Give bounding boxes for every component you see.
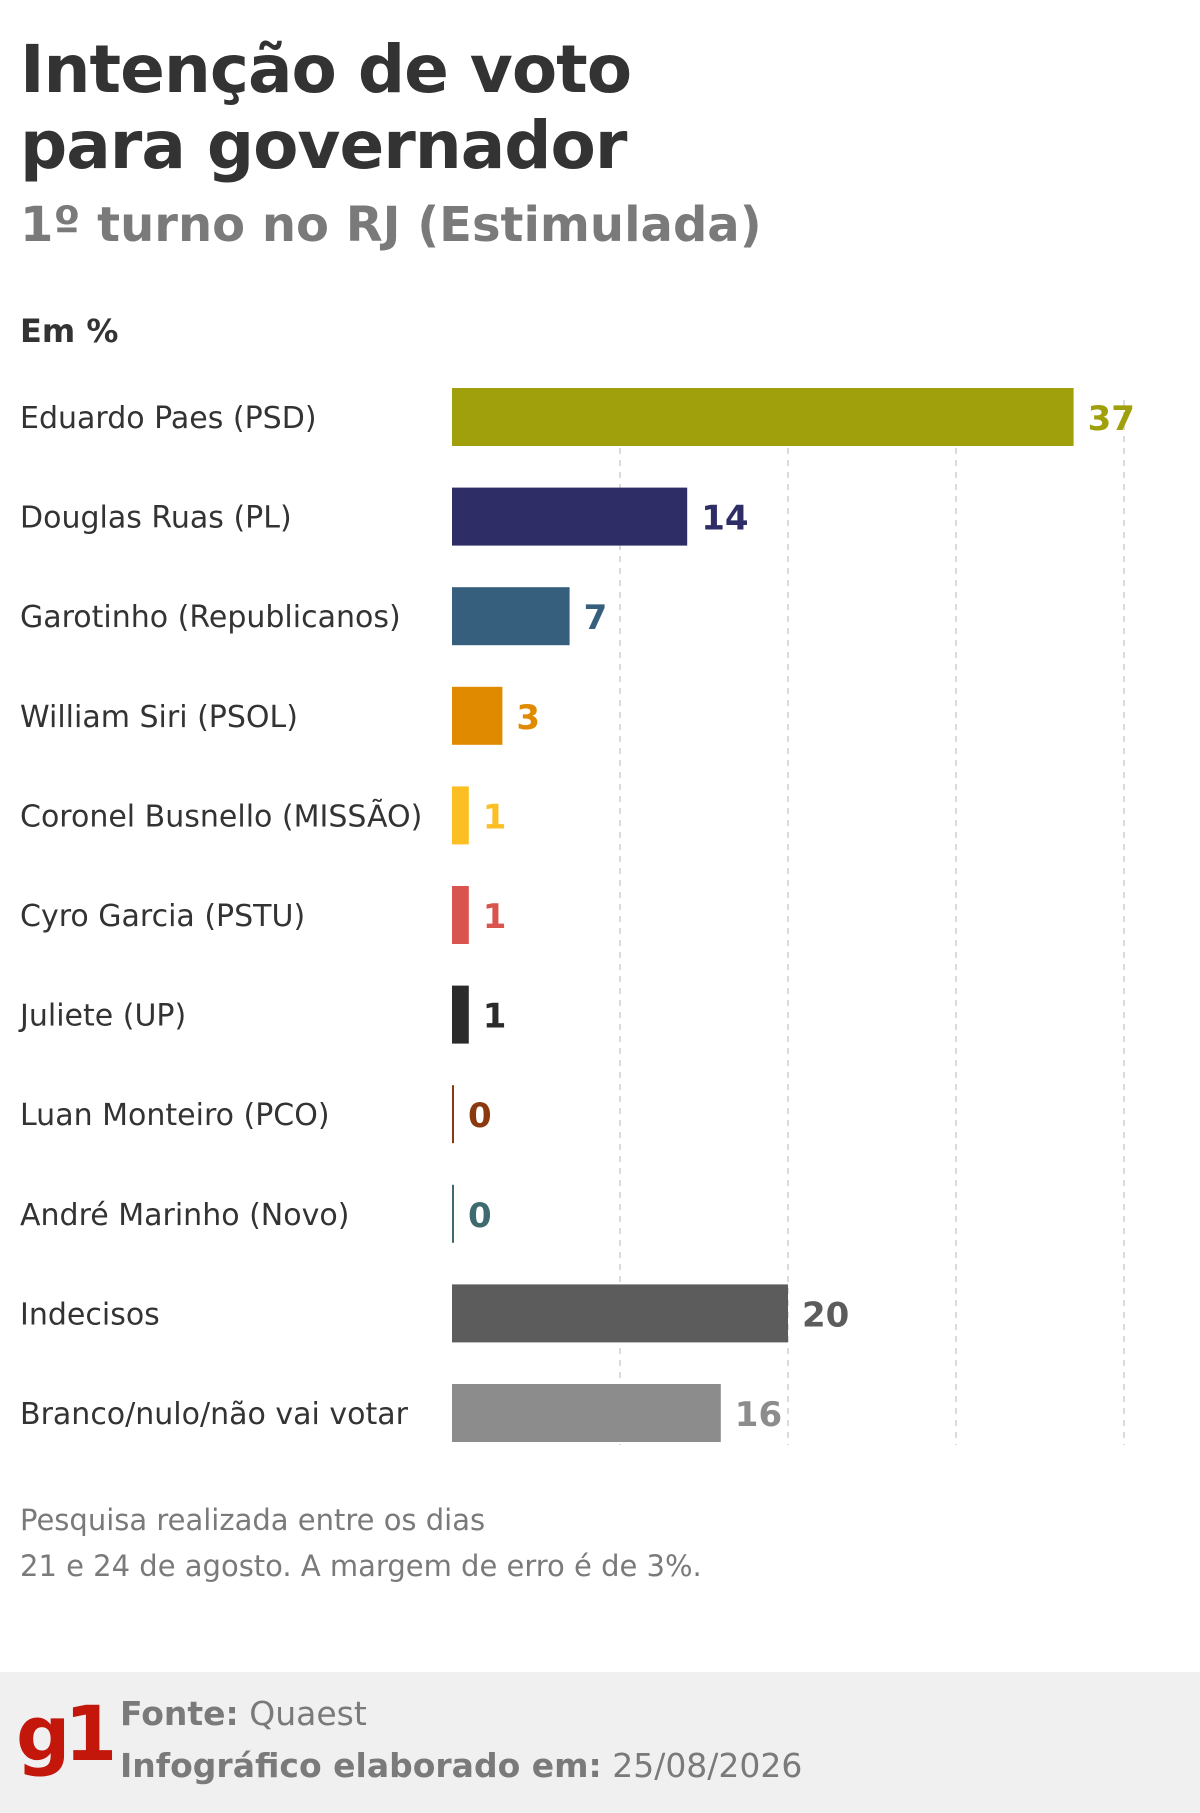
category-label: William Siri (PSOL) — [20, 700, 298, 735]
data-label: 20 — [802, 1295, 849, 1335]
date-line: Infográfico elaborado em: 25/08/2026 — [120, 1746, 802, 1785]
bar — [452, 487, 688, 546]
bar — [452, 786, 469, 845]
date-label: Infográfico elaborado em: — [120, 1746, 602, 1785]
bar — [452, 1085, 454, 1144]
g1-logo: g1 — [16, 1689, 117, 1778]
data-label: 37 — [1088, 399, 1135, 439]
bar — [452, 1284, 788, 1343]
bar — [452, 985, 469, 1044]
chart-title: Intenção de voto para governador — [20, 31, 632, 184]
data-label: 1 — [483, 797, 507, 837]
data-label: 0 — [468, 1196, 492, 1236]
category-label: Coronel Busnello (MISSÃO) — [20, 798, 422, 834]
data-label: 0 — [468, 1096, 492, 1136]
title-line-2: para governador — [20, 107, 627, 184]
category-label: Indecisos — [20, 1297, 160, 1332]
data-label: 7 — [584, 598, 608, 638]
category-label: Garotinho (Republicanos) — [20, 600, 401, 635]
chart-subtitle: 1º turno no RJ (Estimulada) — [20, 197, 762, 253]
data-label: 1 — [483, 897, 507, 937]
bar — [452, 587, 570, 646]
bar — [452, 686, 503, 745]
data-label: 1 — [483, 997, 507, 1037]
category-label: Douglas Ruas (PL) — [20, 501, 292, 536]
bar — [452, 388, 1074, 446]
category-label: Eduardo Paes (PSD) — [20, 401, 317, 436]
unit-label: Em % — [20, 312, 119, 350]
data-label: 16 — [735, 1395, 782, 1435]
bar — [452, 1384, 721, 1442]
category-label: André Marinho (Novo) — [20, 1198, 349, 1233]
data-label: 3 — [516, 698, 540, 738]
category-label: Branco/nulo/não vai votar — [20, 1397, 409, 1432]
footer: g1 Fonte: Quaest Infográfico elaborado e… — [0, 1672, 1200, 1813]
bar — [452, 1184, 454, 1243]
source-label: Fonte: — [120, 1694, 239, 1733]
category-label: Juliete (UP) — [18, 999, 186, 1034]
bar — [452, 886, 469, 944]
methodology-note: Pesquisa realizada entre os dias 21 e 24… — [20, 1497, 702, 1589]
note-line-2: 21 e 24 de agosto. A margem de erro é de… — [20, 1549, 702, 1583]
note-line-1: Pesquisa realizada entre os dias — [20, 1503, 486, 1537]
date-value: 25/08/2026 — [612, 1746, 803, 1785]
category-label: Cyro Garcia (PSTU) — [20, 899, 305, 934]
category-label: Luan Monteiro (PCO) — [20, 1098, 330, 1133]
data-label: 14 — [701, 499, 748, 539]
source-value: Quaest — [249, 1694, 367, 1733]
source-line: Fonte: Quaest — [120, 1694, 367, 1733]
title-line-1: Intenção de voto — [20, 31, 632, 108]
